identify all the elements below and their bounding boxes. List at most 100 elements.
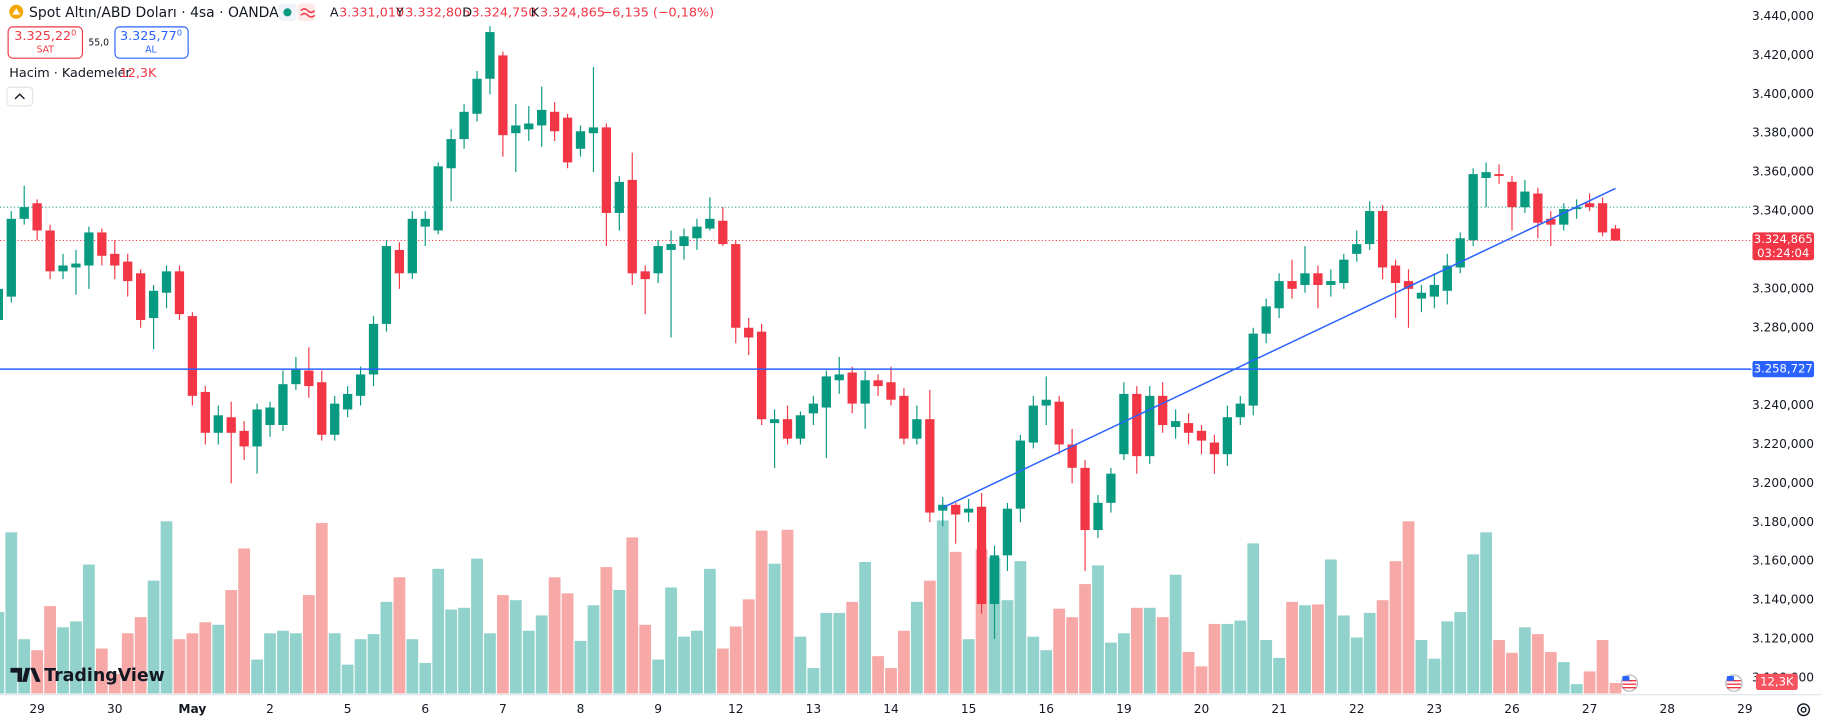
plot-area: [0, 26, 1752, 694]
volume-bar: [57, 627, 69, 694]
candle-body: [200, 391, 210, 433]
flag-icon[interactable]: [1620, 674, 1639, 692]
candle-body: [1093, 502, 1103, 531]
candle-body: [1416, 292, 1427, 299]
flag-icon[interactable]: [1725, 674, 1743, 692]
market-status-dot: [283, 8, 292, 17]
candle-body: [692, 226, 702, 239]
candle-body: [705, 218, 715, 229]
y-tick-label: 3.200,000: [1752, 476, 1814, 490]
candle-body: [1597, 203, 1608, 233]
y-tick-label: 3.380,000: [1752, 126, 1814, 140]
volume-bar: [1156, 617, 1169, 694]
candle-body: [459, 111, 469, 140]
volume-bar: [613, 589, 626, 694]
horizontal-line-box: [1752, 361, 1815, 378]
volume-bar: [264, 633, 276, 694]
candle-body: [226, 417, 236, 433]
volume-bar: [354, 639, 367, 694]
buy-button[interactable]: [114, 26, 189, 59]
candle-body: [174, 271, 185, 315]
volume-bar: [1247, 543, 1260, 694]
volume-bar: [678, 636, 690, 694]
volume-bar: [1376, 600, 1389, 694]
y-tick-label: 3.160,000: [1752, 554, 1814, 568]
candle-body: [1132, 393, 1142, 457]
candle-body: [1054, 401, 1064, 445]
ohlc-value: 3.331,010: [339, 5, 404, 20]
volume-bar: [1027, 636, 1040, 694]
candle-body: [304, 370, 314, 387]
sell-button[interactable]: [7, 26, 84, 59]
candle-body: [472, 78, 482, 114]
candle-body: [782, 419, 793, 439]
volume-bar: [1583, 671, 1596, 694]
collapse-button[interactable]: [6, 86, 34, 107]
y-tick-label: 3.180,000: [1752, 515, 1814, 529]
x-tick-label: 21: [1271, 702, 1287, 716]
y-tick-label: 3.280,000: [1752, 320, 1814, 334]
candle-body: [562, 117, 573, 163]
volume-bar: [121, 633, 134, 694]
candle-body: [239, 430, 249, 447]
candle-body: [6, 218, 16, 297]
symbol-title[interactable]: Spot Altın/ABD Doları · 4sa · OANDA: [29, 5, 279, 21]
volume-bar: [509, 600, 522, 694]
candle-body: [1572, 207, 1582, 210]
volume-bar: [95, 648, 108, 694]
candle-body: [511, 125, 521, 134]
x-tick-label: May: [178, 702, 206, 716]
volume-bar: [393, 577, 406, 694]
candle-body: [1610, 228, 1621, 241]
gear-center: [1800, 706, 1807, 713]
candle-body: [278, 384, 288, 426]
candle-body: [601, 127, 612, 213]
y-tick-label: 3.420,000: [1752, 48, 1814, 62]
sell-price-main: 3.325,22: [14, 29, 71, 44]
candle-body: [575, 131, 586, 149]
volume-bar: [729, 626, 742, 694]
volume-bar: [1493, 640, 1505, 694]
volume-bar: [1066, 617, 1079, 694]
x-tick-label: 26: [1504, 702, 1520, 716]
candle-body: [446, 139, 456, 169]
candle-body: [1287, 281, 1297, 289]
candle-body: [0, 288, 3, 320]
candle-body: [731, 244, 741, 328]
volume-bar: [134, 617, 147, 694]
candle-body: [951, 504, 961, 515]
volume-bar: [975, 549, 988, 694]
x-tick-label: 5: [344, 702, 352, 716]
y-tick-label: 3.120,000: [1752, 632, 1814, 646]
candle-body: [808, 403, 819, 414]
x-tick-label: 29: [1737, 702, 1753, 716]
volume-bar: [290, 633, 302, 694]
volume-bar: [1273, 657, 1286, 694]
candle-body: [1313, 273, 1323, 285]
settings-icon[interactable]: [1797, 703, 1811, 717]
volume-bar: [1467, 554, 1480, 694]
volume-bar: [406, 639, 419, 694]
volume-bar: [108, 673, 121, 694]
x-tick-label: 9: [654, 702, 662, 716]
volume-bar: [1092, 565, 1104, 694]
candle-body: [1261, 306, 1271, 334]
volume-bar: [574, 640, 587, 694]
volume-bar: [471, 558, 483, 694]
volume-bar: [846, 601, 859, 694]
candle-body: [1235, 403, 1245, 418]
buy-label: AL: [145, 45, 157, 56]
candle-body: [1442, 265, 1452, 291]
candle-body: [976, 506, 987, 604]
volume-value: 12,3K: [120, 66, 157, 81]
y-tick-label: 3.440,000: [1752, 9, 1814, 23]
volume-bar: [1143, 607, 1156, 694]
volume-bar: [1441, 621, 1454, 694]
x-tick-label: 19: [1116, 702, 1132, 716]
volume-bar: [703, 568, 716, 694]
volume-bar: [277, 630, 289, 694]
candle-body: [653, 246, 663, 274]
candle-body: [45, 230, 55, 272]
